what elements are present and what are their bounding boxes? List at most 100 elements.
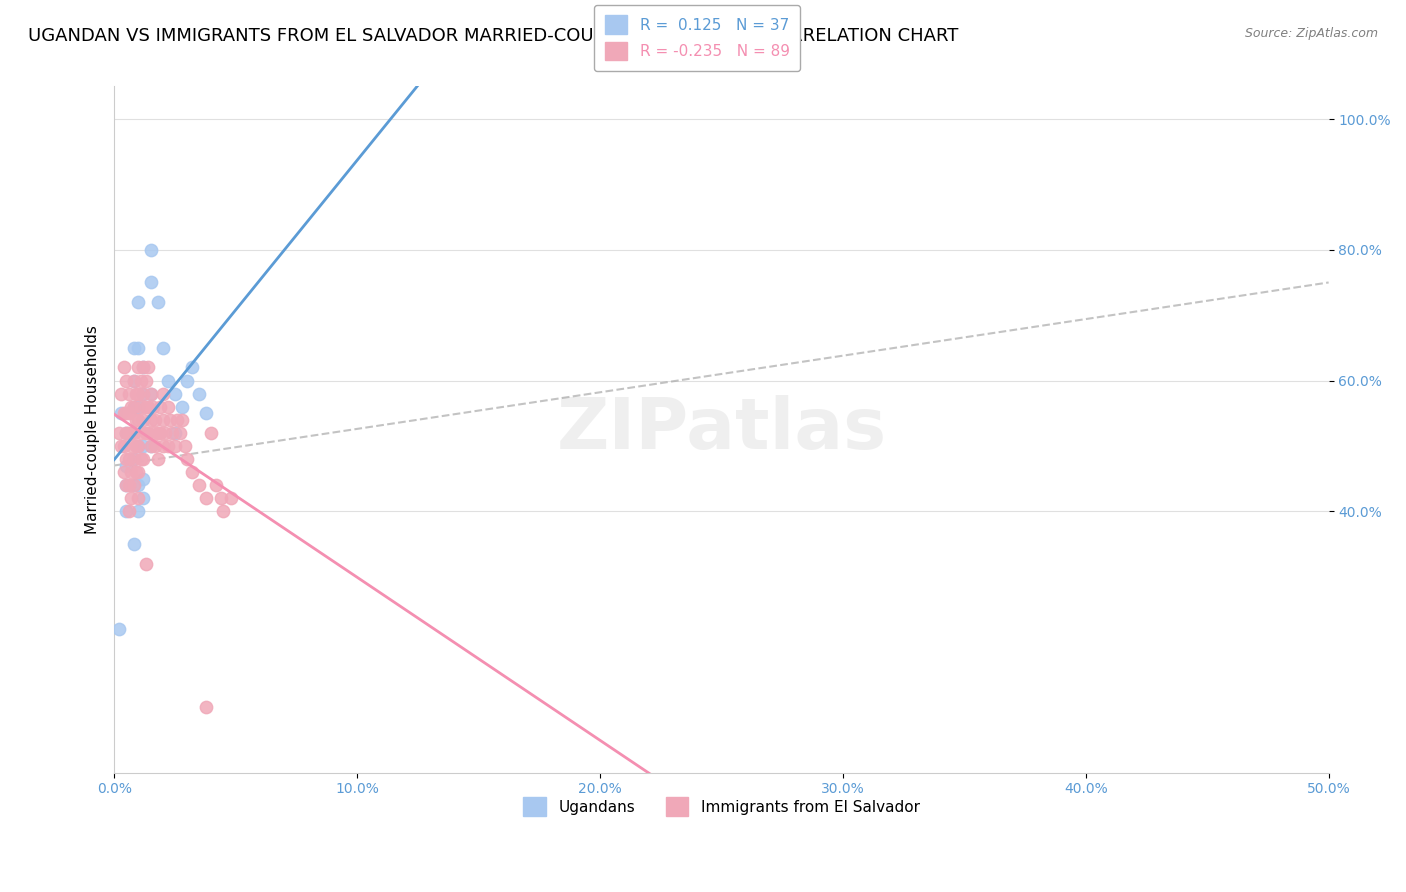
Point: [115, 425, 138, 440]
Y-axis label: Married-couple Households: Married-couple Households: [86, 325, 100, 534]
Point: [156, 400, 179, 414]
Point: [122, 478, 145, 492]
Point: [112, 439, 135, 453]
Point: [115, 425, 138, 440]
Point: [120, 425, 142, 440]
Point: [122, 400, 145, 414]
Point: [125, 413, 148, 427]
Point: [118, 406, 141, 420]
Point: [122, 452, 145, 467]
Point: [122, 452, 145, 467]
Point: [127, 491, 149, 506]
Point: [139, 386, 162, 401]
Point: [110, 439, 132, 453]
Point: [115, 478, 138, 492]
Point: [153, 425, 176, 440]
Point: [125, 465, 148, 479]
Point: [129, 452, 152, 467]
Point: [139, 243, 162, 257]
Point: [136, 425, 159, 440]
Point: [135, 557, 157, 571]
Point: [136, 400, 159, 414]
Point: [139, 276, 162, 290]
Point: [115, 478, 138, 492]
Point: [132, 413, 155, 427]
Point: [127, 360, 149, 375]
Point: [135, 400, 157, 414]
Point: [200, 425, 222, 440]
Point: [180, 465, 202, 479]
Point: [122, 400, 145, 414]
Point: [135, 425, 157, 440]
Text: UGANDAN VS IMMIGRANTS FROM EL SALVADOR MARRIED-COUPLE HOUSEHOLDS CORRELATION CHA: UGANDAN VS IMMIGRANTS FROM EL SALVADOR M…: [28, 27, 959, 45]
Point: [127, 341, 149, 355]
Point: [122, 537, 145, 551]
Point: [152, 341, 174, 355]
Point: [112, 406, 135, 420]
Point: [152, 439, 174, 453]
Point: [132, 360, 155, 375]
Point: [127, 465, 149, 479]
Point: [172, 413, 194, 427]
Point: [159, 413, 181, 427]
Point: [146, 295, 169, 310]
Point: [176, 374, 198, 388]
Point: [132, 452, 155, 467]
Point: [115, 406, 138, 420]
Point: [127, 439, 149, 453]
Point: [127, 504, 149, 518]
Point: [132, 472, 155, 486]
Text: ZIPatlas: ZIPatlas: [557, 395, 887, 464]
Point: [139, 439, 162, 453]
Point: [129, 374, 152, 388]
Point: [127, 413, 149, 427]
Point: [118, 425, 141, 440]
Point: [120, 491, 142, 506]
Point: [163, 439, 186, 453]
Point: [146, 452, 169, 467]
Point: [122, 341, 145, 355]
Point: [112, 360, 135, 375]
Point: [149, 400, 172, 414]
Point: [188, 478, 211, 492]
Point: [127, 400, 149, 414]
Point: [132, 491, 155, 506]
Point: [219, 491, 242, 506]
Point: [139, 439, 162, 453]
Point: [127, 478, 149, 492]
Point: [180, 360, 202, 375]
Text: Source: ZipAtlas.com: Source: ZipAtlas.com: [1244, 27, 1378, 40]
Point: [142, 425, 165, 440]
Point: [120, 465, 142, 479]
Point: [129, 400, 152, 414]
Point: [146, 425, 169, 440]
Point: [163, 425, 186, 440]
Point: [108, 622, 131, 636]
Point: [132, 386, 155, 401]
Point: [115, 452, 138, 467]
Point: [173, 439, 195, 453]
Point: [152, 413, 174, 427]
Point: [127, 386, 149, 401]
Point: [195, 491, 218, 506]
Point: [112, 465, 135, 479]
Point: [152, 386, 174, 401]
Point: [132, 386, 155, 401]
Point: [145, 413, 167, 427]
Point: [212, 504, 235, 518]
Point: [149, 425, 172, 440]
Point: [156, 439, 179, 453]
Point: [129, 425, 152, 440]
Point: [139, 386, 162, 401]
Point: [115, 504, 138, 518]
Legend: Ugandans, Immigrants from El Salvador: Ugandans, Immigrants from El Salvador: [516, 789, 928, 823]
Point: [108, 425, 131, 440]
Point: [115, 458, 138, 473]
Point: [139, 413, 162, 427]
Point: [209, 491, 232, 506]
Point: [122, 425, 145, 440]
Point: [115, 374, 138, 388]
Point: [163, 386, 186, 401]
Point: [127, 439, 149, 453]
Point: [125, 386, 148, 401]
